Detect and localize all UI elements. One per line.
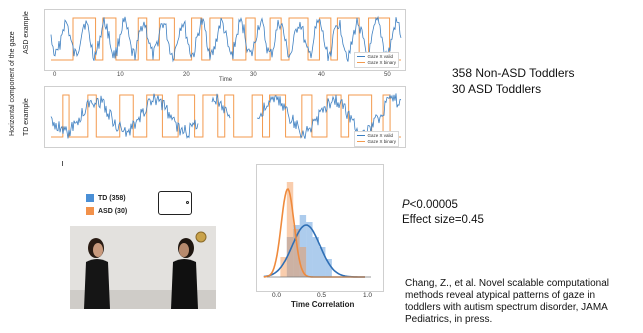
citation: Chang, Z., et al. Novel scalable computa… (405, 278, 643, 326)
asd-bar-1 (293, 229, 300, 277)
x-axis-label: Time (219, 77, 233, 83)
binary-trace (51, 17, 401, 61)
asd-gaze-panel: Gaze X valid Gaze X binary (44, 9, 406, 71)
asd-legend-item: ASD (30) (86, 207, 127, 215)
valid-trace (50, 93, 402, 139)
citation-line-1: Chang, Z., et al. Novel scalable computa… (405, 278, 609, 289)
asd-legend-label: ASD (30) (98, 207, 128, 215)
td-legend-label: TD (358) (98, 194, 126, 202)
x-tick-30: 30 (250, 72, 257, 78)
video-scene (70, 226, 216, 309)
td-bar-6 (325, 259, 332, 277)
td-bar-3 (306, 222, 313, 277)
asd-bar-3 (280, 257, 287, 277)
asd-bar-2 (299, 247, 307, 277)
distribution-svg (263, 182, 371, 278)
tablet-icon (158, 191, 192, 215)
non-asd-count: 358 Non-ASD Toddlers (452, 66, 575, 80)
effect-size: Effect size=0.45 (402, 214, 484, 226)
asd-legend: Gaze X valid Gaze X binary (354, 52, 399, 68)
x-tick-0: 0 (53, 72, 57, 78)
legend-binary-label: Gaze X binary (367, 60, 396, 65)
td-gaze-panel: Gaze X valid Gaze X binary (44, 86, 406, 148)
p-value: P<0.00005 (402, 199, 458, 211)
legend-binary-label-td: Gaze X binary (367, 139, 396, 144)
binary-trace (51, 94, 401, 138)
td-example-label: TD example (23, 98, 30, 136)
time-correlation-plot (256, 164, 384, 292)
legend-valid-label-td: Gaze X valid (367, 133, 393, 138)
p-value-letter: P (402, 199, 410, 211)
dist-tick-05: 0.5 (317, 292, 327, 299)
citation-line-2: methods reveal atypical patterns of gaze… (405, 290, 596, 301)
asd-bar-0 (286, 182, 294, 277)
x-tick-10: 10 (117, 72, 124, 78)
x-tick-20: 20 (183, 72, 190, 78)
dist-xlabel: Time Correlation (291, 300, 355, 309)
td-bar-5 (319, 247, 326, 277)
y-axis-title: Horizontal component of the gaze (9, 31, 16, 136)
asd-count: 30 ASD Toddlers (452, 82, 542, 96)
td-bar-2 (299, 215, 307, 277)
x-tick-50: 50 (384, 72, 391, 78)
asd-example-label: ASD example (23, 11, 30, 54)
td-bar-4 (312, 237, 319, 277)
dist-tick-1: 1.0 (363, 292, 373, 299)
dist-tick-0: 0.0 (272, 292, 282, 299)
x-tick-40: 40 (318, 72, 325, 78)
p-value-number: <0.00005 (409, 199, 458, 211)
legend-valid-label: Gaze X valid (367, 54, 393, 59)
td-gaze-plot (50, 93, 402, 139)
td-legend-item: TD (358) (86, 194, 126, 202)
citation-line-4: Pediatrics, in press. (405, 314, 493, 325)
td-legend: Gaze X valid Gaze X binary (354, 131, 399, 147)
td-bar-0 (286, 237, 294, 277)
small-tick-mark (62, 161, 63, 166)
td-bar-1 (293, 225, 300, 277)
citation-line-3: toddlers with autism spectrum disorder, … (405, 302, 608, 313)
asd-gaze-plot (50, 15, 402, 63)
people-illustration (70, 226, 216, 309)
valid-trace (50, 15, 402, 63)
